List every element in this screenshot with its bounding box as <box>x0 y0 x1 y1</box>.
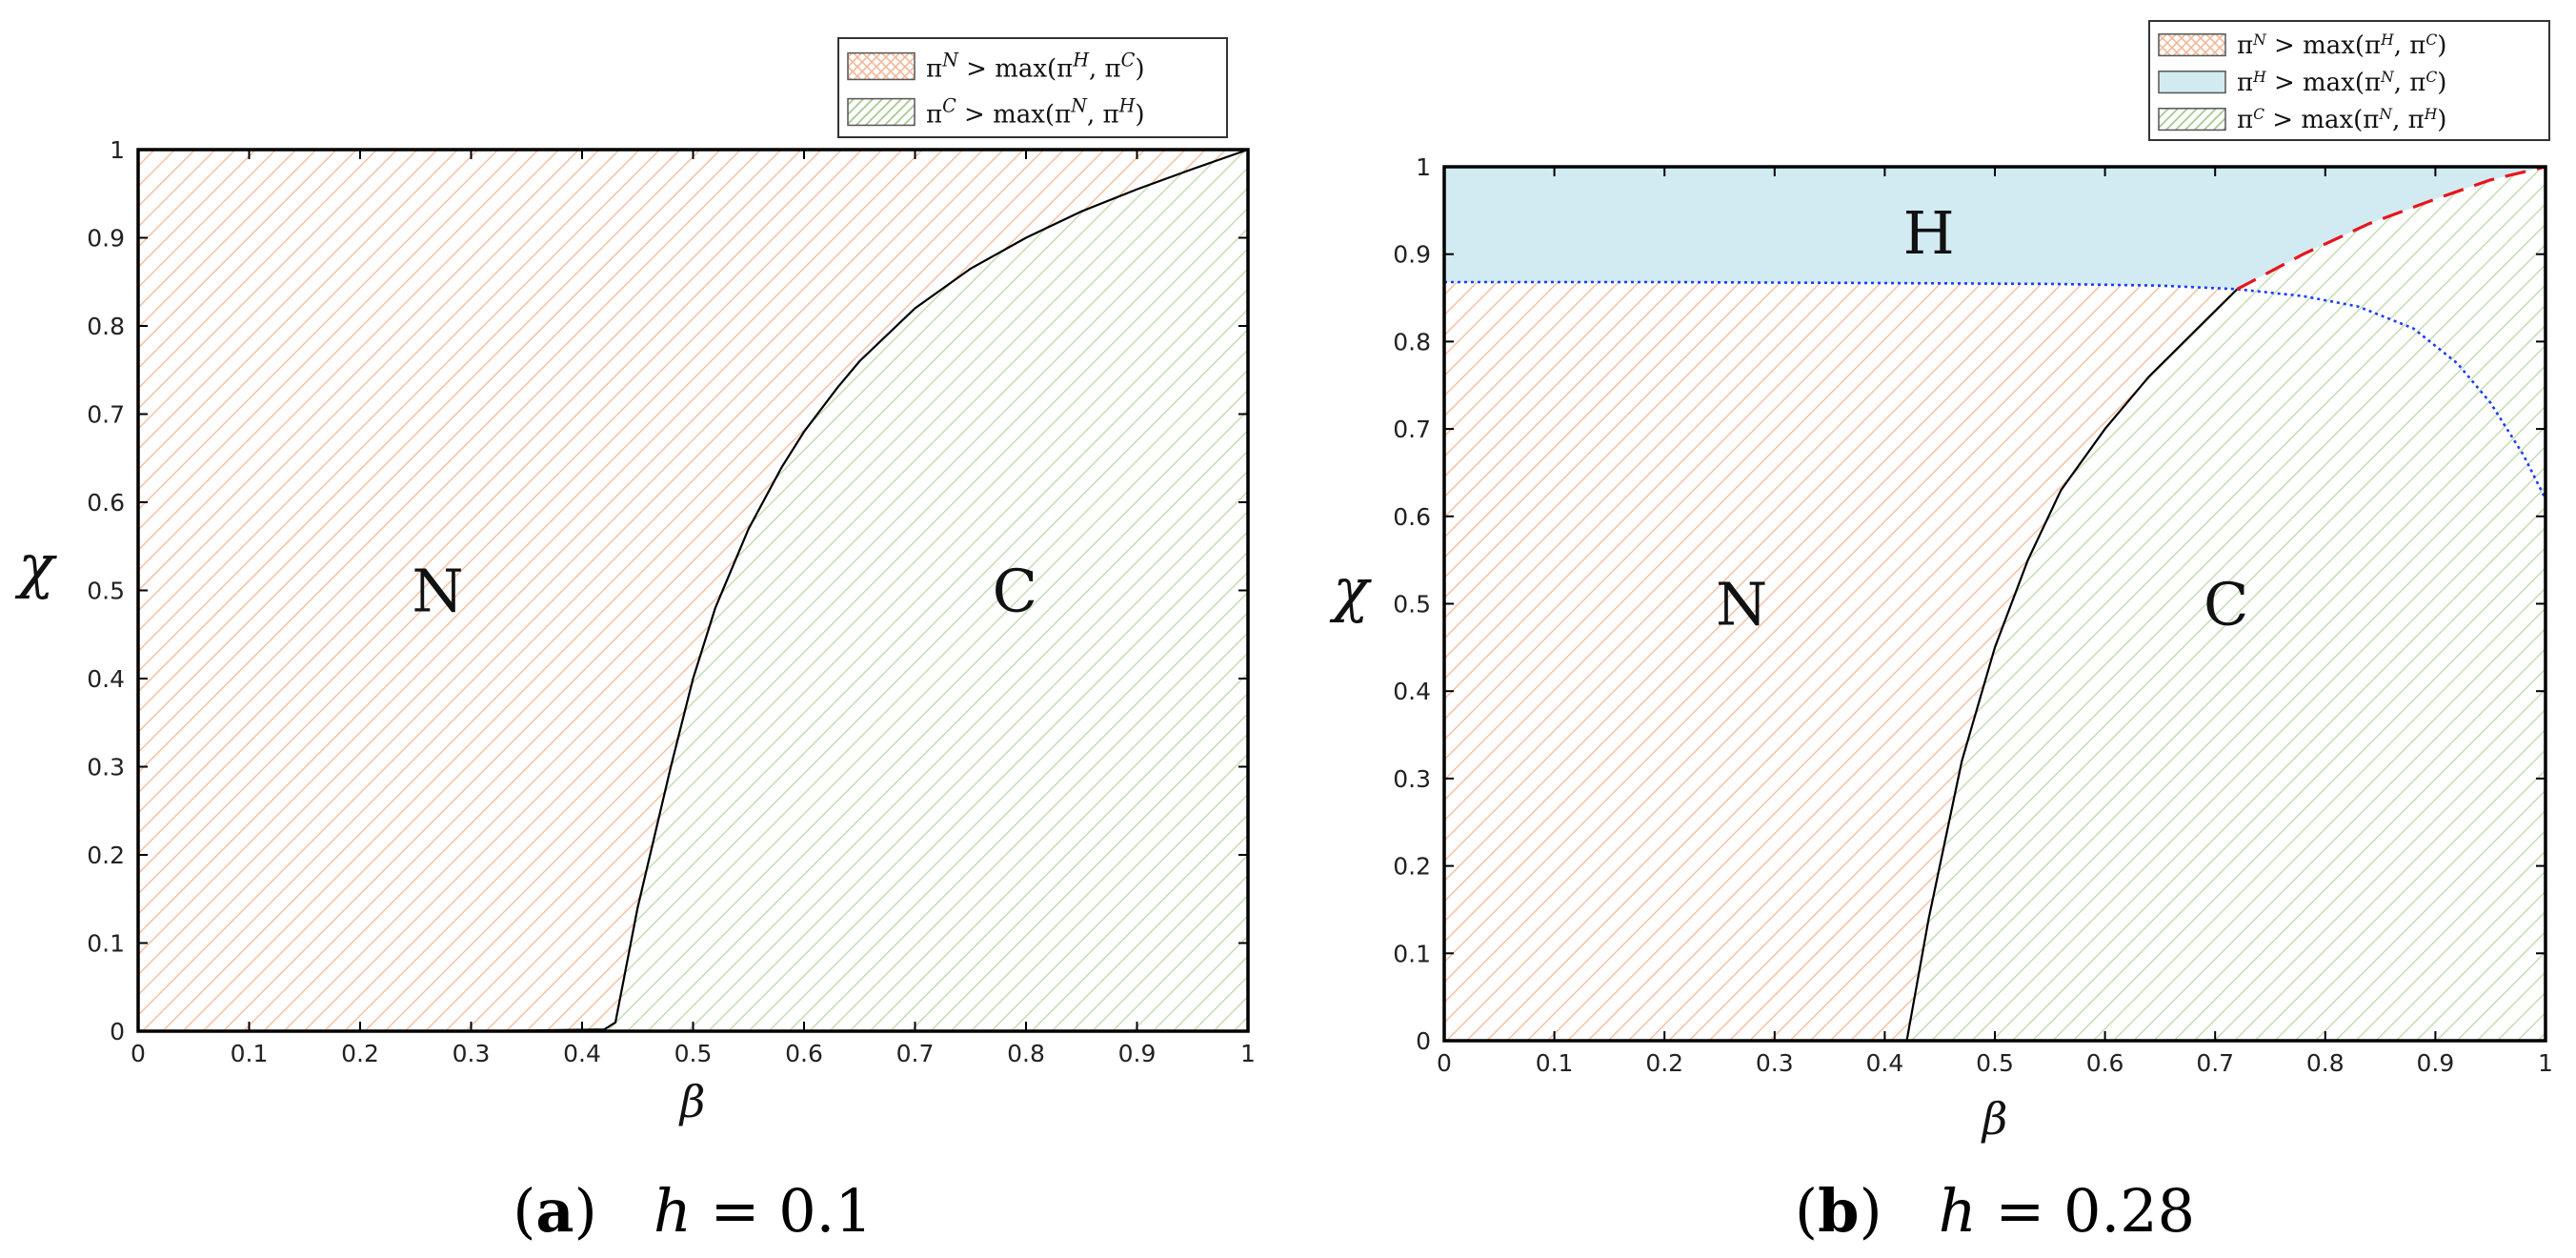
x-tick-label: 0.6 <box>2086 1049 2124 1077</box>
x-tick-label: 0.2 <box>1645 1049 1683 1077</box>
x-tick-label: 0.7 <box>2196 1049 2234 1077</box>
x-tick-label: 0.7 <box>896 1040 935 1067</box>
x-tick-label: 0.4 <box>563 1040 601 1067</box>
region-C <box>138 150 1248 1031</box>
boundary-NC-line <box>1905 288 2239 1042</box>
region-label-N: N <box>412 557 463 626</box>
x-tick-label: 0.2 <box>341 1040 379 1067</box>
y-tick-label: 0.9 <box>1393 241 1431 269</box>
panel-caption: (a) h = 0.1 <box>513 1176 873 1246</box>
x-tick-label: 0.5 <box>1976 1049 2014 1077</box>
legend-label-C: πC > max(πN, πH) <box>926 94 1144 130</box>
x-tick-label: 0 <box>1437 1049 1452 1077</box>
panel-caption: (b) h = 0.28 <box>1795 1176 2195 1246</box>
legend-label-C: πC > max(πN, πH) <box>2237 106 2446 134</box>
x-tick-label: 0.9 <box>1118 1040 1157 1067</box>
y-tick-label: 0.4 <box>1393 678 1431 705</box>
boundary-HC-line <box>2236 165 2546 291</box>
legend-swatch-C <box>2158 108 2226 132</box>
region-label-N: N <box>1716 570 1767 639</box>
y-tick-label: 0.2 <box>87 842 125 869</box>
x-axis-label: β <box>1981 1093 2008 1145</box>
x-tick-label: 0.5 <box>674 1040 713 1067</box>
boundary-NC-line <box>138 148 1249 1033</box>
x-tick-label: 0.3 <box>1756 1049 1794 1077</box>
y-tick-label: 0 <box>1416 1027 1431 1055</box>
legend-swatch-H <box>2158 71 2226 94</box>
y-tick-label: 0.8 <box>87 313 125 340</box>
x-tick-label: 0.1 <box>231 1040 269 1067</box>
legend-swatch-C <box>847 97 916 127</box>
legend-label-N: πN > max(πH, πC) <box>2237 31 2446 60</box>
x-tick-label: 1 <box>1240 1040 1256 1067</box>
x-tick-label: 0.8 <box>1007 1040 1045 1067</box>
y-axis-label: χ <box>14 531 57 600</box>
y-tick-label: 0.5 <box>87 578 125 605</box>
x-axis-label: β <box>678 1076 706 1127</box>
x-tick-label: 0.4 <box>1866 1049 1904 1077</box>
y-tick-label: 0.4 <box>87 665 125 693</box>
legend: πN > max(πH, πC) πH > max(πN, πC) πC > max… <box>2148 20 2550 141</box>
panel-a: 0 0.1 0.2 0.3 0.4 0.5 0.6 0.7 0.8 0.9 1 0 0.1 0.2 0.3 0… <box>14 37 1256 1246</box>
legend-swatch-N <box>847 51 916 81</box>
x-tick-label: 0.9 <box>2417 1049 2455 1077</box>
x-tick-label: 0.8 <box>2306 1049 2345 1077</box>
y-tick-label: 0.5 <box>1393 591 1431 619</box>
y-tick-label: 0.1 <box>87 930 125 958</box>
x-tick-label: 1 <box>2538 1049 2553 1077</box>
region-label-C: C <box>2204 570 2248 639</box>
x-tick-label: 0.1 <box>1536 1049 1574 1077</box>
y-tick-label: 1 <box>110 136 125 164</box>
region-C <box>1906 167 2546 1041</box>
region-H <box>1444 167 2546 290</box>
boundary-HN-line <box>1444 280 2547 500</box>
x-tick-label: 0.6 <box>785 1040 823 1067</box>
y-tick-label: 0.6 <box>1393 503 1431 531</box>
y-tick-label: 1 <box>1416 153 1431 181</box>
y-tick-label: 0.8 <box>1393 328 1431 355</box>
y-tick-label: 0.3 <box>87 754 125 781</box>
region-label-C: C <box>993 557 1037 626</box>
legend-label-N: πN > max(πH, πC) <box>926 49 1144 84</box>
y-tick-label: 0.7 <box>87 401 125 429</box>
legend-swatch-N <box>2158 33 2226 57</box>
panel-b: 0 0.1 0.2 0.3 0.4 0.5 0.6 0.7 0.8 0.9 1 0 0.1 0.2 0.3 0… <box>1329 20 2553 1246</box>
x-tick-label: 0.3 <box>453 1040 491 1067</box>
region-label-H: H <box>1903 198 1955 268</box>
y-tick-label: 0.1 <box>1393 940 1431 967</box>
y-tick-label: 0.9 <box>87 225 125 253</box>
legend-label-H: πH > max(πN, πC) <box>2237 69 2446 97</box>
y-axis-label: χ <box>1329 555 1372 624</box>
y-tick-label: 0.6 <box>87 489 125 517</box>
legend: πN > max(πH, πC) πC > max(πN, πH) <box>837 37 1228 138</box>
y-tick-label: 0.7 <box>1393 416 1431 443</box>
y-tick-label: 0.3 <box>1393 765 1431 793</box>
y-tick-label: 0 <box>110 1018 125 1045</box>
y-tick-label: 0.2 <box>1393 853 1431 881</box>
x-tick-label: 0 <box>131 1040 146 1067</box>
region-N <box>1444 282 2238 1041</box>
